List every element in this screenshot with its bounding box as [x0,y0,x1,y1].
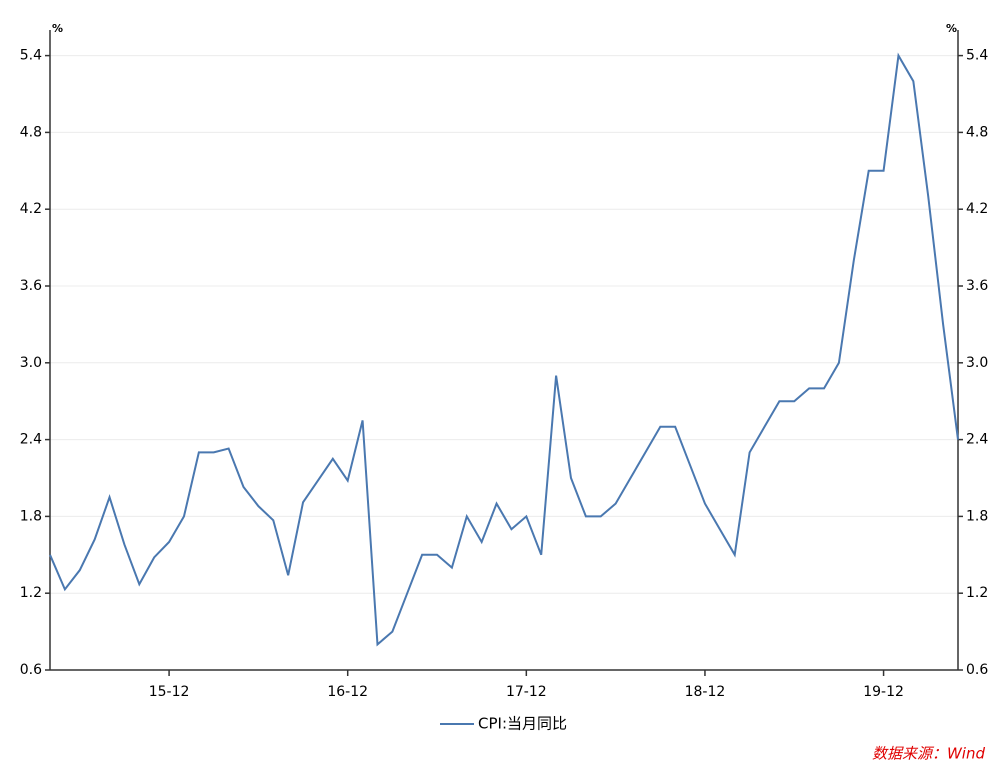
y2-tick-label: 1.2 [966,585,988,601]
y-axis-unit: % [52,22,63,35]
legend-label: CPI:当月同比 [478,715,567,733]
y-tick-label: 0.6 [20,662,42,678]
y2-tick-label: 3.0 [966,355,988,371]
y-tick-label: 2.4 [20,432,42,448]
x-tick-label: 17-12 [506,684,547,700]
y-tick-label: 1.2 [20,585,42,601]
y-tick-label: 4.2 [20,201,42,217]
x-tick-label: 15-12 [149,684,190,700]
y2-tick-label: 4.8 [966,124,988,140]
y-tick-label: 3.0 [20,355,42,371]
source-note: 数据来源：Wind [872,745,986,763]
y-tick-label: 4.8 [20,124,42,140]
y2-tick-label: 4.2 [966,201,988,217]
y2-axis-unit: % [946,22,957,35]
data-line [49,52,959,647]
x-tick-label: 16-12 [327,684,368,700]
x-tick-label: 19-12 [863,684,904,700]
y-tick-label: 5.4 [20,48,42,64]
y-tick-label: 3.6 [20,278,42,294]
y2-tick-label: 3.6 [966,278,988,294]
y-tick-label: 1.8 [20,508,42,524]
x-tick-label: 18-12 [685,684,726,700]
y2-tick-label: 2.4 [966,432,988,448]
y2-tick-label: 1.8 [966,508,988,524]
y2-tick-label: 5.4 [966,48,988,64]
y2-tick-label: 0.6 [966,662,988,678]
